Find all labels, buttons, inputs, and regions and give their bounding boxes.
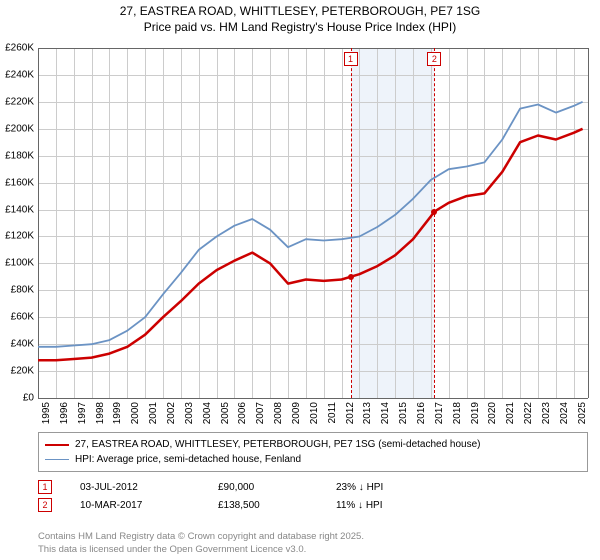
x-tick-label: 2000: [130, 402, 141, 424]
x-tick-label: 2007: [255, 402, 266, 424]
title-line1: 27, EASTREA ROAD, WHITTLESEY, PETERBOROU…: [0, 4, 600, 20]
legend-row-price: 27, EASTREA ROAD, WHITTLESEY, PETERBOROU…: [45, 437, 581, 452]
y-tick-label: £20K: [0, 366, 34, 377]
x-tick-label: 2002: [166, 402, 177, 424]
y-tick-label: £60K: [0, 312, 34, 323]
sale-row-marker: 2: [38, 498, 52, 512]
x-tick-label: 2015: [398, 402, 409, 424]
x-tick-label: 2009: [291, 402, 302, 424]
x-tick-label: 2008: [273, 402, 284, 424]
y-tick-label: £220K: [0, 96, 34, 107]
x-tick-label: 2001: [148, 402, 159, 424]
x-tick-label: 2004: [202, 402, 213, 424]
x-tick-label: 1999: [112, 402, 123, 424]
y-tick-label: £240K: [0, 69, 34, 80]
x-tick-label: 2016: [416, 402, 427, 424]
x-tick-label: 2003: [184, 402, 195, 424]
series-hpi: [38, 102, 583, 347]
y-tick-label: £200K: [0, 123, 34, 134]
x-tick-label: 2013: [362, 402, 373, 424]
sale-price: £90,000: [218, 482, 308, 493]
footer-line2: This data is licensed under the Open Gov…: [38, 544, 364, 556]
y-tick-label: £80K: [0, 285, 34, 296]
chart-title: 27, EASTREA ROAD, WHITTLESEY, PETERBOROU…: [0, 0, 600, 35]
x-tick-label: 2014: [380, 402, 391, 424]
y-tick-label: £120K: [0, 231, 34, 242]
y-tick-label: £100K: [0, 258, 34, 269]
legend-swatch-price: [45, 444, 69, 446]
x-tick-label: 2011: [327, 402, 338, 424]
x-tick-label: 2005: [220, 402, 231, 424]
y-tick-label: £40K: [0, 339, 34, 350]
legend-label-hpi: HPI: Average price, semi-detached house,…: [75, 452, 301, 467]
x-tick-label: 2022: [523, 402, 534, 424]
legend-box: 27, EASTREA ROAD, WHITTLESEY, PETERBOROU…: [38, 432, 588, 472]
x-tick-label: 1997: [77, 402, 88, 424]
title-line2: Price paid vs. HM Land Registry's House …: [0, 20, 600, 36]
legend-label-price: 27, EASTREA ROAD, WHITTLESEY, PETERBOROU…: [75, 437, 481, 452]
footer: Contains HM Land Registry data © Crown c…: [38, 531, 364, 556]
y-tick-label: £180K: [0, 150, 34, 161]
x-tick-label: 2010: [309, 402, 320, 424]
x-tick-label: 2012: [345, 402, 356, 424]
y-tick-label: £160K: [0, 177, 34, 188]
x-tick-label: 2018: [452, 402, 463, 424]
y-tick-label: £0: [0, 393, 34, 404]
sale-row-marker: 1: [38, 480, 52, 494]
sale-date: 10-MAR-2017: [80, 500, 190, 511]
legend-row-hpi: HPI: Average price, semi-detached house,…: [45, 452, 581, 467]
axis-line: [38, 398, 588, 399]
x-tick-label: 2020: [487, 402, 498, 424]
sale-row: 2 10-MAR-2017 £138,500 11% ↓ HPI: [38, 496, 588, 514]
x-tick-label: 2017: [434, 402, 445, 424]
chart-container: 27, EASTREA ROAD, WHITTLESEY, PETERBOROU…: [0, 0, 600, 560]
sales-list: 1 03-JUL-2012 £90,000 23% ↓ HPI 2 10-MAR-2017…: [38, 478, 588, 514]
sale-date: 03-JUL-2012: [80, 482, 190, 493]
sale-row: 1 03-JUL-2012 £90,000 23% ↓ HPI: [38, 478, 588, 496]
x-tick-label: 2025: [577, 402, 588, 424]
legend: 27, EASTREA ROAD, WHITTLESEY, PETERBOROU…: [38, 432, 588, 514]
series-price_paid: [38, 129, 583, 360]
plot-area: 12: [38, 48, 588, 398]
sale-delta: 11% ↓ HPI: [336, 500, 383, 511]
sale-delta: 23% ↓ HPI: [336, 482, 383, 493]
footer-line1: Contains HM Land Registry data © Crown c…: [38, 531, 364, 543]
x-tick-label: 2024: [559, 402, 570, 424]
x-tick-label: 2006: [237, 402, 248, 424]
line-layer: [38, 48, 588, 398]
x-tick-label: 2021: [505, 402, 516, 424]
x-tick-label: 2023: [541, 402, 552, 424]
y-tick-label: £260K: [0, 43, 34, 54]
x-tick-label: 1998: [95, 402, 106, 424]
x-tick-label: 1995: [41, 402, 52, 424]
y-tick-label: £140K: [0, 204, 34, 215]
axis-line: [588, 48, 589, 398]
x-tick-label: 2019: [470, 402, 481, 424]
x-tick-label: 1996: [59, 402, 70, 424]
legend-swatch-hpi: [45, 459, 69, 460]
sale-price: £138,500: [218, 500, 308, 511]
